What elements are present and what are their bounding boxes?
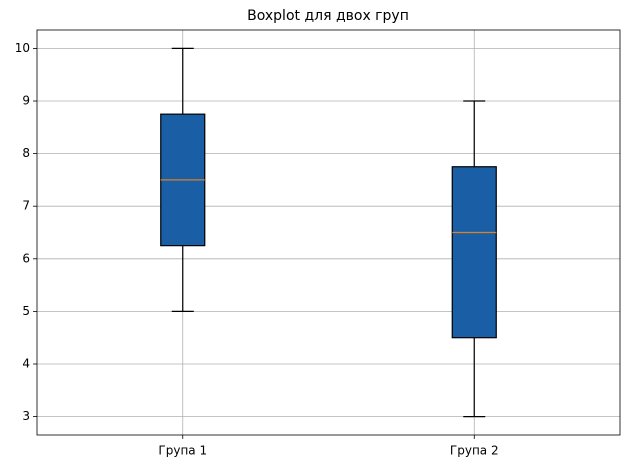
y-tick-label: 9	[22, 94, 30, 108]
y-tick-label: 6	[22, 251, 30, 265]
y-tick-label: 10	[15, 41, 30, 55]
chart-title: Boxplot для двох груп	[247, 8, 409, 24]
x-tick-label: Група 2	[450, 444, 499, 458]
y-tick-label: 7	[22, 199, 30, 213]
y-tick-label: 3	[22, 409, 30, 423]
y-tick-label: 4	[22, 356, 30, 370]
y-tick-label: 5	[22, 304, 30, 318]
x-tick-label: Група 1	[158, 444, 207, 458]
box	[451, 166, 497, 339]
plot-frame	[36, 29, 621, 436]
y-tick-label: 8	[22, 146, 30, 160]
